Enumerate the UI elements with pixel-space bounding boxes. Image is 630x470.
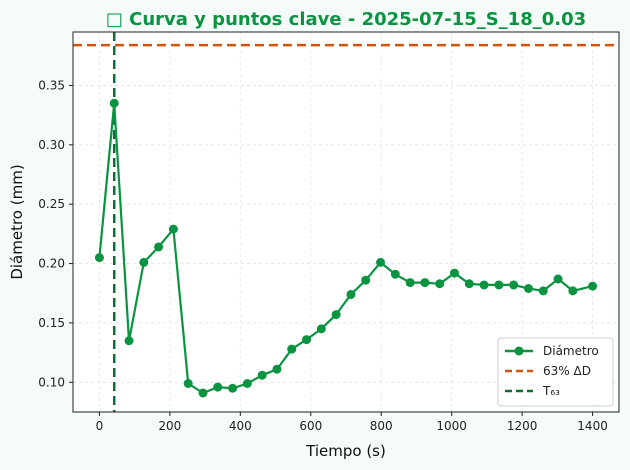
data-point bbox=[449, 268, 459, 278]
x-tick-label: 400 bbox=[229, 419, 252, 433]
legend: Diámetro 63% ΔD T₆₃ bbox=[497, 337, 614, 407]
data-point bbox=[405, 278, 415, 288]
data-point bbox=[509, 280, 519, 290]
data-point bbox=[109, 98, 119, 108]
x-tick-label: 600 bbox=[299, 419, 322, 433]
y-tick-label: 0.30 bbox=[38, 138, 65, 152]
data-point bbox=[168, 224, 178, 234]
plot-frame bbox=[72, 31, 620, 413]
data-point bbox=[568, 286, 578, 296]
data-point bbox=[213, 382, 223, 392]
data-point bbox=[479, 280, 489, 290]
data-point bbox=[272, 364, 282, 374]
data-point bbox=[376, 257, 386, 267]
y-ticks: 0.10 0.15 0.20 0.25 0.30 0.35 bbox=[38, 78, 73, 389]
y-tick-label: 0.25 bbox=[38, 197, 65, 211]
data-point bbox=[553, 274, 563, 284]
data-point bbox=[228, 383, 238, 393]
data-point bbox=[390, 269, 400, 279]
data-point bbox=[154, 242, 164, 252]
y-tick-label: 0.20 bbox=[38, 257, 65, 271]
x-tick-label: 200 bbox=[158, 419, 181, 433]
data-point bbox=[257, 370, 267, 380]
data-point bbox=[361, 275, 371, 285]
y-tick-label: 0.15 bbox=[38, 316, 65, 330]
data-point bbox=[346, 289, 356, 299]
x-tick-label: 1000 bbox=[436, 419, 467, 433]
legend-box bbox=[497, 337, 614, 407]
data-point bbox=[302, 335, 312, 345]
data-point bbox=[287, 344, 297, 354]
x-ticks: 0 200 400 600 800 1000 1200 1400 bbox=[96, 412, 608, 433]
data-point bbox=[435, 279, 445, 289]
y-tick-label: 0.10 bbox=[38, 375, 65, 389]
series-layer bbox=[94, 98, 598, 398]
x-tick-label: 1200 bbox=[507, 419, 538, 433]
data-point bbox=[139, 257, 149, 267]
data-point bbox=[242, 379, 252, 388]
data-point bbox=[198, 388, 208, 398]
legend-marker-series bbox=[514, 346, 524, 356]
grid bbox=[73, 32, 619, 412]
x-axis-label: Tiempo (s) bbox=[305, 442, 386, 460]
legend-label-t63: T₆₃ bbox=[542, 384, 560, 398]
x-tick-label: 800 bbox=[370, 419, 393, 433]
data-point bbox=[316, 324, 326, 334]
data-point bbox=[588, 281, 598, 291]
data-point bbox=[464, 279, 474, 289]
data-point bbox=[183, 379, 193, 388]
y-axis-label: Diámetro (mm) bbox=[8, 164, 26, 279]
legend-label-series: Diámetro bbox=[543, 344, 599, 358]
data-point bbox=[538, 286, 548, 296]
chart-title: □ Curva y puntos clave - 2025-07-15_S_18… bbox=[106, 9, 586, 30]
data-point bbox=[94, 253, 104, 263]
series-line-diametro bbox=[98, 102, 593, 395]
data-point bbox=[124, 336, 134, 346]
data-point bbox=[523, 284, 533, 293]
data-point bbox=[331, 310, 341, 320]
data-point bbox=[494, 280, 504, 290]
x-tick-label: 1400 bbox=[577, 419, 608, 433]
reference-lines bbox=[73, 32, 619, 412]
y-tick-label: 0.35 bbox=[38, 78, 65, 92]
x-tick-label: 0 bbox=[96, 419, 104, 433]
legend-label-ref: 63% ΔD bbox=[543, 364, 591, 378]
data-point bbox=[420, 278, 430, 288]
